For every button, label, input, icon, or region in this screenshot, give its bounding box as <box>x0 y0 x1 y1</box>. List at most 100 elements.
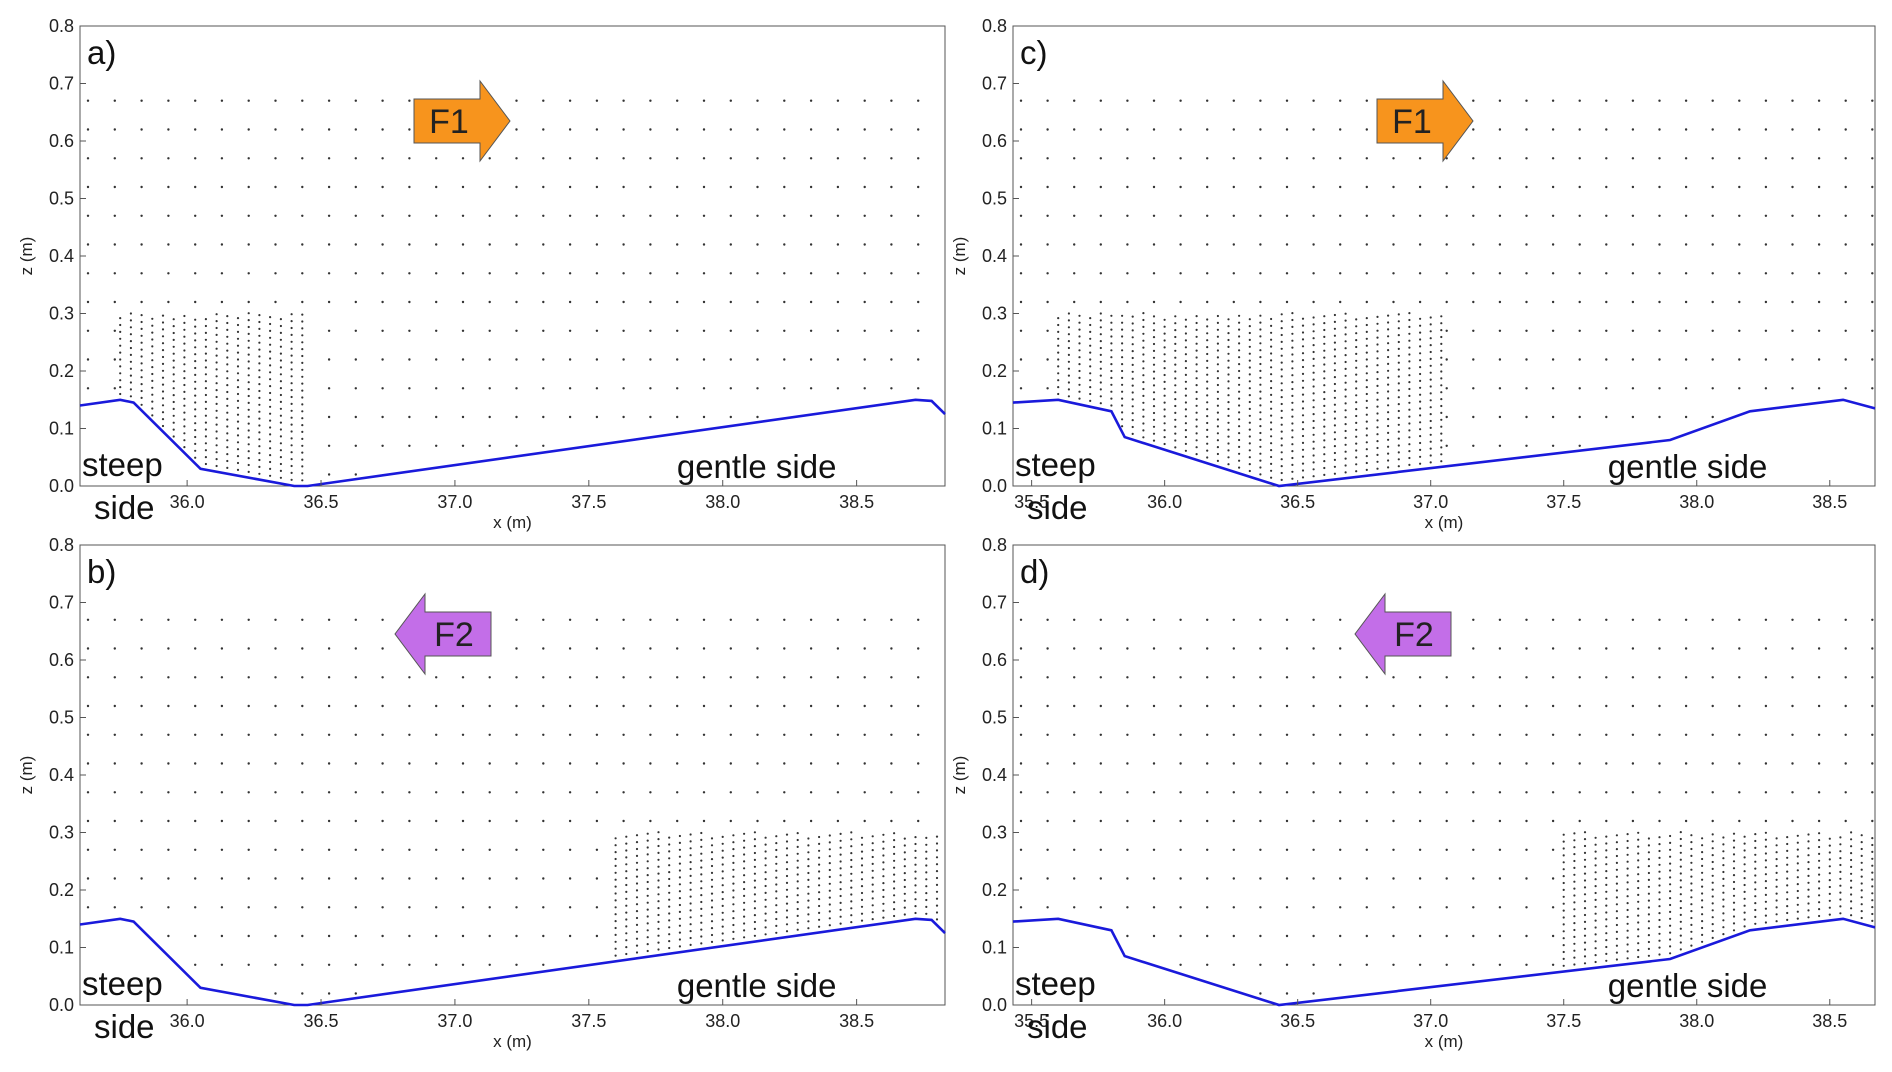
grid-point <box>1312 214 1315 217</box>
grid-point <box>1418 733 1422 736</box>
grid-point <box>1333 431 1336 434</box>
grid-point <box>1498 676 1502 679</box>
grid-point <box>1764 647 1768 650</box>
grid-point <box>796 887 799 890</box>
grid-point <box>646 936 649 939</box>
grid-point <box>269 364 272 367</box>
grid-point <box>1387 404 1390 407</box>
grid-point <box>1408 415 1411 418</box>
grid-point <box>1637 928 1640 931</box>
grid-point <box>700 880 703 883</box>
grid-point <box>290 409 293 412</box>
grid-point <box>301 313 304 316</box>
grid-point <box>1738 387 1741 390</box>
grid-point <box>657 920 660 924</box>
grid-point <box>1248 325 1251 328</box>
grid-point <box>1057 337 1060 340</box>
grid-point <box>1440 391 1443 394</box>
grid-point <box>764 933 767 936</box>
grid-point <box>1142 374 1145 377</box>
grid-point <box>890 99 893 102</box>
grid-point <box>1099 333 1102 336</box>
grid-point <box>172 394 175 397</box>
grid-point <box>1583 893 1587 896</box>
grid-point <box>119 317 122 320</box>
grid-point <box>1312 185 1315 189</box>
grid-point <box>1669 938 1672 941</box>
grid-point <box>676 733 679 736</box>
grid-point <box>140 877 143 880</box>
grid-point <box>1418 185 1422 189</box>
grid-point <box>1323 466 1326 470</box>
grid-point <box>1365 704 1369 708</box>
grid-point <box>1238 445 1241 448</box>
grid-point <box>625 932 628 935</box>
grid-point <box>1301 324 1305 327</box>
grid-point <box>1738 272 1741 275</box>
grid-point <box>1227 428 1230 431</box>
grid-point <box>1232 733 1236 736</box>
grid-point <box>729 99 732 102</box>
grid-point <box>622 618 625 621</box>
grid-point <box>1206 762 1209 765</box>
grid-point <box>1445 791 1448 794</box>
grid-point <box>836 99 840 102</box>
grid-point <box>1152 733 1156 736</box>
grid-point <box>279 331 282 334</box>
grid-point <box>1206 387 1209 390</box>
grid-point <box>1679 941 1682 944</box>
grid-point <box>1323 432 1326 435</box>
grid-point <box>1647 940 1650 944</box>
grid-point <box>1732 839 1736 842</box>
grid-point <box>635 854 639 858</box>
grid-point <box>1701 926 1704 930</box>
grid-point <box>828 848 831 851</box>
grid-point <box>1658 849 1661 853</box>
grid-point <box>515 157 518 160</box>
grid-point <box>1301 352 1305 355</box>
grid-point <box>1099 618 1103 621</box>
grid-point <box>1679 851 1682 854</box>
grid-point <box>1216 377 1219 380</box>
grid-point <box>542 387 545 390</box>
grid-point <box>753 920 757 924</box>
grid-point <box>167 762 170 765</box>
grid-point <box>668 891 671 894</box>
grid-point <box>1743 918 1746 921</box>
grid-point <box>1445 272 1448 275</box>
grid-point <box>1163 436 1166 439</box>
grid-point <box>1019 185 1023 189</box>
grid-point <box>1472 157 1475 160</box>
grid-point <box>1418 300 1422 304</box>
grid-point <box>1365 434 1368 437</box>
grid-point <box>1259 411 1262 414</box>
grid-point <box>1839 870 1842 874</box>
grid-point <box>1472 618 1475 621</box>
grid-point <box>301 354 304 358</box>
grid-point <box>721 897 724 901</box>
grid-point <box>1270 324 1273 327</box>
gentle-side-label: gentle side <box>677 448 837 485</box>
grid-point <box>1615 868 1618 871</box>
grid-point <box>1227 463 1230 466</box>
grid-point <box>1089 386 1092 389</box>
grid-point <box>1131 398 1134 401</box>
grid-point <box>1067 374 1070 377</box>
grid-point <box>1850 831 1853 834</box>
grid-point <box>1791 329 1794 332</box>
grid-point <box>1392 877 1395 880</box>
grid-point <box>1637 935 1640 938</box>
gentle-side-label: gentle side <box>1608 448 1768 485</box>
grid-point <box>1631 791 1635 794</box>
grid-point <box>1647 878 1650 882</box>
grid-point <box>1046 906 1049 909</box>
grid-point <box>86 819 90 823</box>
grid-point <box>721 870 724 873</box>
grid-point <box>258 383 261 386</box>
grid-point <box>903 878 906 882</box>
grid-point <box>1551 128 1555 131</box>
grid-point <box>1578 128 1581 131</box>
plot-frame <box>79 544 946 1006</box>
grid-point <box>1301 441 1305 444</box>
grid-point <box>1525 877 1528 880</box>
